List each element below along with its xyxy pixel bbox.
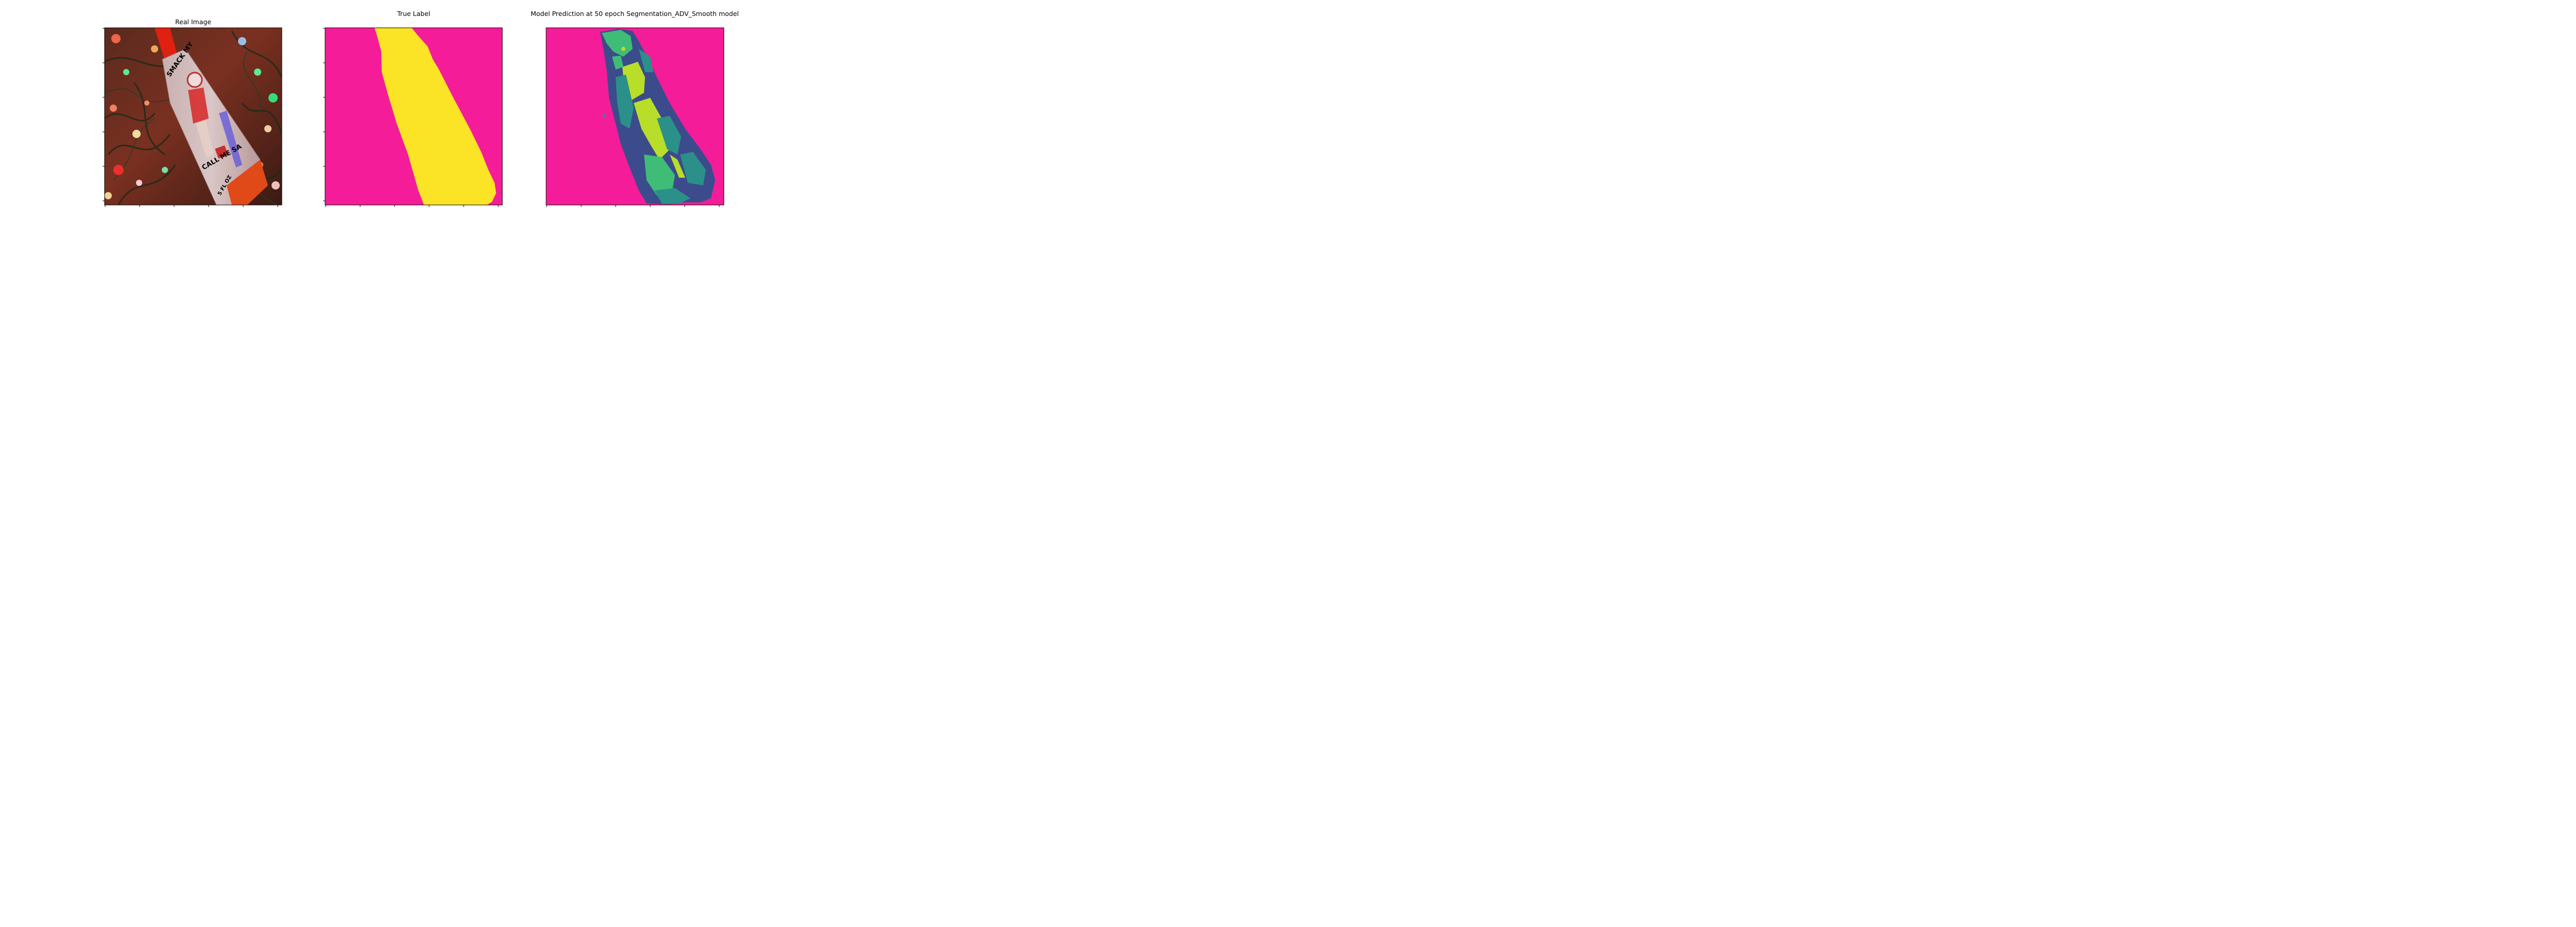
panel-title: Model Prediction at 50 epoch Segmentatio… — [531, 10, 739, 18]
ticks — [103, 28, 278, 207]
real-photo: SMACK MY CALL ME SA 5 FL OZ — [105, 28, 282, 205]
panel-true-label: True Label — [323, 10, 503, 207]
true-mask — [325, 28, 502, 205]
axes-frame — [546, 27, 724, 205]
ticks — [323, 28, 499, 207]
axes-frame — [325, 27, 503, 205]
panel-title: True Label — [397, 10, 430, 18]
panel-real-image: Real Image — [103, 18, 282, 207]
ticks — [546, 205, 720, 207]
panel-title: Real Image — [175, 18, 211, 26]
panel-model-prediction: Model Prediction at 50 epoch Segmentatio… — [531, 10, 739, 207]
figure: Real Image — [103, 10, 739, 207]
axes-frame — [104, 27, 282, 205]
prediction-mask — [546, 28, 724, 205]
